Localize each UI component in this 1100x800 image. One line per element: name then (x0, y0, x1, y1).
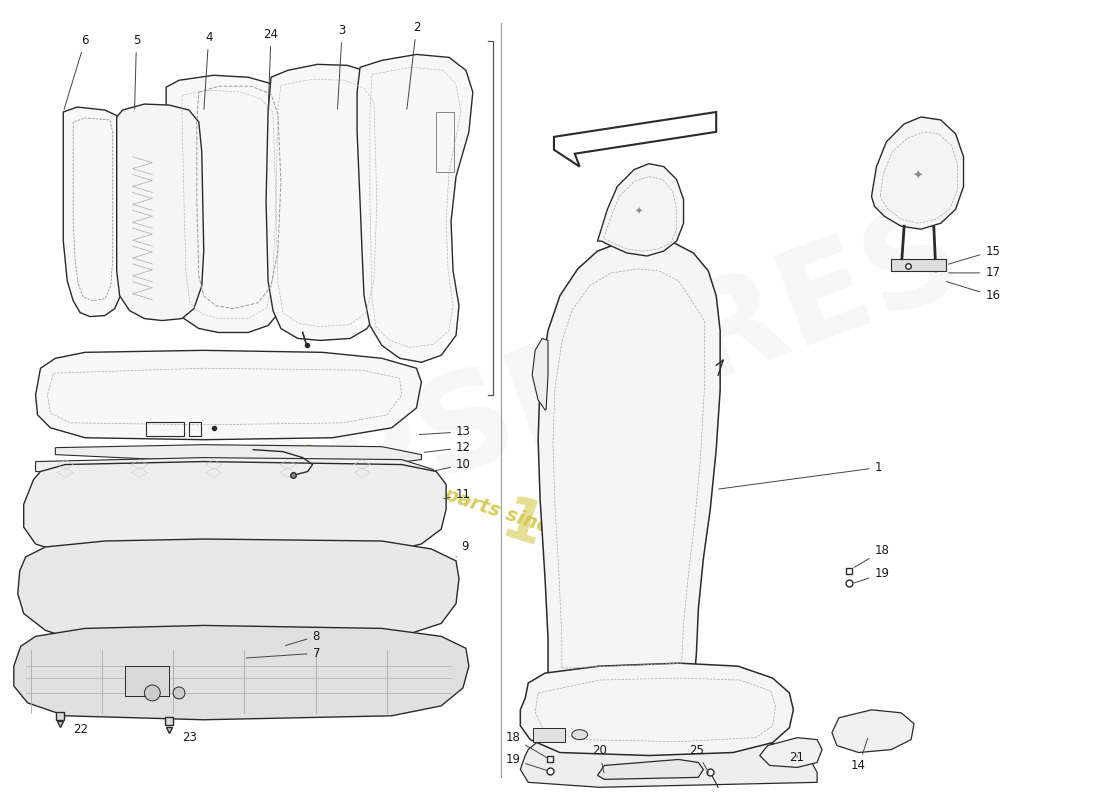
Text: 1985: 1985 (494, 492, 666, 596)
Polygon shape (117, 104, 204, 321)
Text: 4: 4 (204, 31, 212, 110)
Polygon shape (760, 738, 822, 767)
Text: 18: 18 (854, 545, 890, 567)
Bar (124, 666, 169, 696)
Polygon shape (597, 164, 683, 256)
Text: 20: 20 (592, 745, 607, 773)
Polygon shape (18, 539, 459, 646)
Bar (146, 422, 184, 436)
Text: 1: 1 (719, 461, 882, 489)
Text: 23: 23 (182, 731, 197, 744)
Polygon shape (358, 54, 473, 362)
Text: ✦: ✦ (913, 170, 923, 183)
Polygon shape (266, 64, 389, 341)
Bar (534, 728, 564, 742)
Text: 5: 5 (133, 34, 140, 110)
Text: 3: 3 (338, 24, 345, 110)
Text: 11: 11 (444, 488, 471, 501)
Text: 22: 22 (74, 723, 88, 736)
Text: 10: 10 (434, 458, 471, 471)
Polygon shape (64, 107, 124, 317)
Text: 9: 9 (456, 541, 469, 557)
Polygon shape (14, 626, 469, 720)
Bar (891, 259, 946, 271)
Polygon shape (871, 117, 964, 229)
Text: ✦: ✦ (635, 206, 643, 216)
Bar (437, 112, 454, 171)
Polygon shape (832, 710, 914, 753)
Circle shape (144, 685, 161, 701)
Text: 15: 15 (948, 245, 1000, 264)
Polygon shape (55, 445, 421, 465)
Text: 25: 25 (689, 745, 708, 773)
Text: 21: 21 (790, 751, 804, 764)
Text: a passion for parts since: a passion for parts since (299, 438, 563, 540)
Polygon shape (538, 239, 720, 678)
Text: 8: 8 (286, 630, 320, 646)
Text: TOPSPARES: TOPSPARES (121, 192, 979, 608)
Circle shape (173, 687, 185, 699)
Polygon shape (24, 462, 447, 557)
Polygon shape (35, 458, 433, 483)
Text: 24: 24 (264, 28, 278, 110)
Bar (189, 422, 201, 436)
Polygon shape (520, 736, 817, 787)
Polygon shape (520, 663, 793, 755)
Text: 19: 19 (855, 567, 890, 583)
Text: 13: 13 (419, 426, 471, 438)
Polygon shape (554, 112, 716, 166)
Polygon shape (35, 350, 421, 440)
Polygon shape (166, 75, 296, 333)
Polygon shape (597, 759, 703, 779)
Text: 16: 16 (946, 282, 1000, 302)
Text: 2: 2 (407, 21, 420, 110)
Text: 17: 17 (948, 266, 1000, 279)
Polygon shape (532, 338, 548, 410)
Text: 14: 14 (851, 738, 868, 773)
Text: 6: 6 (64, 34, 89, 110)
Ellipse shape (572, 730, 587, 740)
Text: 12: 12 (425, 441, 471, 454)
Text: 7: 7 (246, 646, 320, 660)
Text: 18: 18 (505, 731, 548, 758)
Text: 19: 19 (505, 753, 548, 770)
